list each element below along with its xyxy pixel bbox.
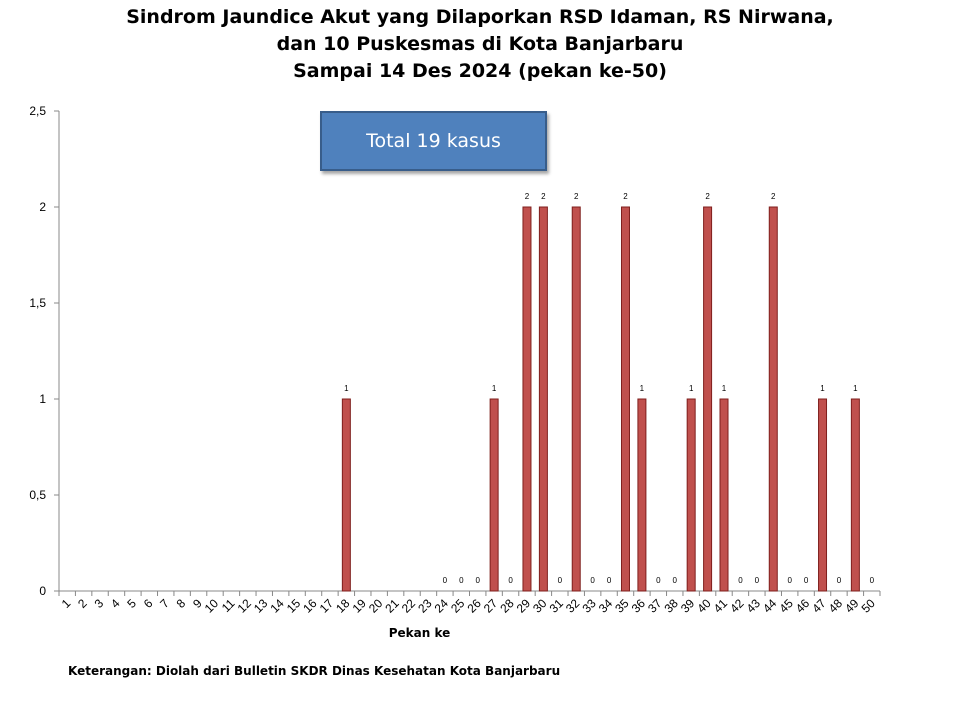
total-cases-box: Total 19 kasus [320,111,547,171]
data-label: 2 [541,192,546,201]
y-tick-label: 0,5 [29,488,46,502]
bar [571,206,581,592]
data-label: 0 [755,576,760,585]
x-tick-label: 5 [124,596,139,611]
bar [489,398,499,592]
bar [522,206,532,592]
bar [341,398,351,592]
x-tick-label: 1 [59,596,74,611]
y-tick-label: 1 [39,392,46,406]
data-label: 0 [590,576,595,585]
x-tick-label: 4 [108,596,123,611]
data-label: 0 [787,576,792,585]
data-label: 0 [558,576,563,585]
x-tick-label: 7 [157,596,172,611]
bar [719,398,729,592]
x-tick-label: 50 [859,596,879,616]
title-line-2: dan 10 Puskesmas di Kota Banjarbaru [276,33,684,55]
y-tick-label: 2,5 [29,104,46,118]
data-label: 0 [508,576,513,585]
data-label: 2 [623,192,628,201]
x-tick-label: 8 [174,596,189,611]
data-label: 0 [459,576,464,585]
y-tick-label: 2 [39,200,46,214]
data-label: 0 [607,576,612,585]
total-cases-label: Total 19 kasus [366,130,501,152]
data-label: 1 [853,384,858,393]
data-label: 0 [738,576,743,585]
data-label: 2 [705,192,710,201]
y-tick-label: 1,5 [29,296,46,310]
data-label: 0 [673,576,678,585]
data-label: 0 [475,576,480,585]
data-label: 1 [344,384,349,393]
data-label: 0 [804,576,809,585]
bar [818,398,828,592]
x-tick-label: 6 [141,596,156,611]
x-tick-label: 2 [75,596,90,611]
bar [850,398,860,592]
data-label: 2 [525,192,530,201]
data-label: 2 [771,192,776,201]
data-label: 1 [820,384,825,393]
bar [620,206,630,592]
bar [703,206,713,592]
data-label: 0 [870,576,875,585]
data-label: 1 [640,384,645,393]
bar [768,206,778,592]
data-label: 0 [443,576,448,585]
data-label: 1 [722,384,727,393]
source-note: Keterangan: Diolah dari Bulletin SKDR Di… [68,664,561,678]
data-label: 1 [492,384,497,393]
chart-title: Sindrom Jaundice Akut yang Dilaporkan RS… [0,4,960,85]
bar [637,398,647,592]
data-label: 2 [574,192,579,201]
data-label: 1 [689,384,694,393]
x-tick-label: 3 [92,596,107,611]
y-tick-label: 0 [39,584,46,598]
data-label: 0 [837,576,842,585]
data-label: 0 [656,576,661,585]
bar [538,206,548,592]
bar [686,398,696,592]
x-axis-title: Pekan ke [389,626,451,640]
title-line-1: Sindrom Jaundice Akut yang Dilaporkan RS… [126,6,834,28]
title-line-3: Sampai 14 Des 2024 (pekan ke-50) [293,60,667,82]
